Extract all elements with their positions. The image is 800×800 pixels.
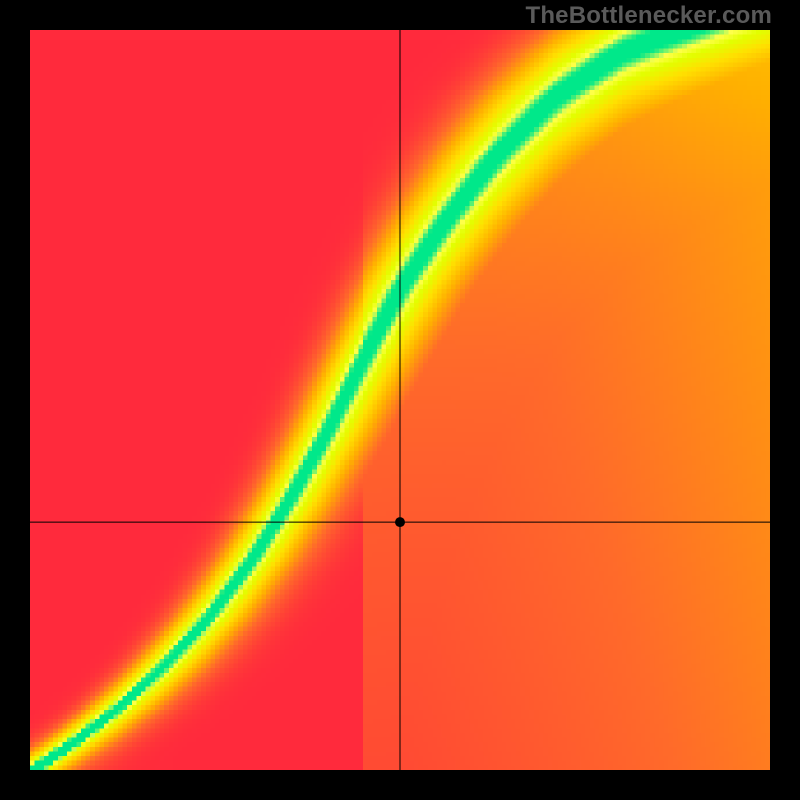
bottleneck-heatmap [30,30,770,770]
chart-container: TheBottlenecker.com [0,0,800,800]
watermark-text: TheBottlenecker.com [525,2,772,30]
